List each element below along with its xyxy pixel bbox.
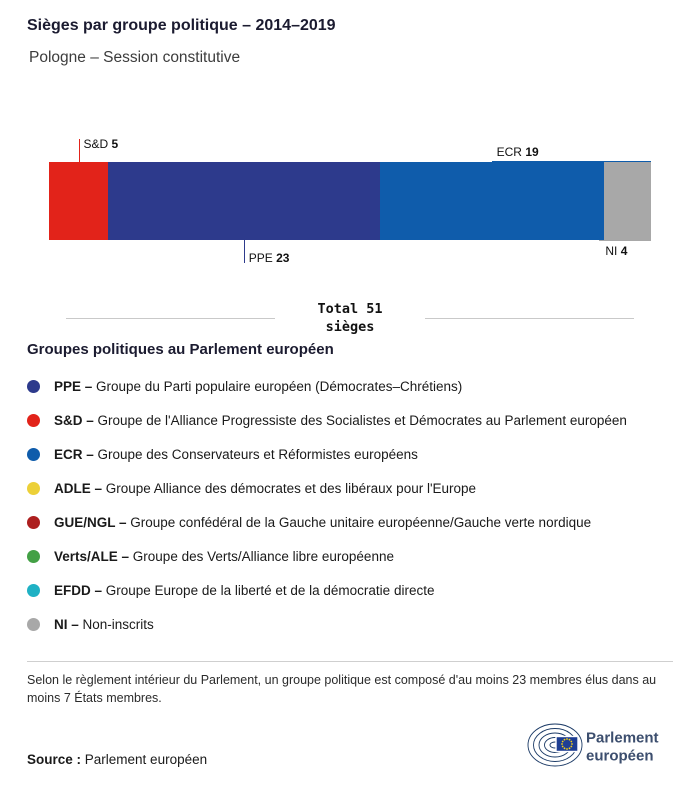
legend-color-dot	[27, 515, 40, 529]
legend-item-label: ADLE – Groupe Alliance des démocrates et…	[54, 480, 477, 496]
legend-color-dot	[27, 379, 40, 393]
page-subtitle: Pologne – Session constitutive	[29, 49, 241, 66]
bar-label-ni: NI 4	[605, 244, 628, 258]
logo-text-line2: européen	[586, 748, 654, 765]
legend-heading: Groupes politiques au Parlement européen	[27, 341, 334, 358]
leader-line-s-d	[78, 139, 80, 162]
bar-segment-s-d[interactable]	[49, 162, 109, 240]
legend-item-ppe: PPE – Groupe du Parti populaire européen…	[27, 369, 673, 403]
total-divider-right	[425, 317, 634, 319]
footnote: Selon le règlement intérieur du Parlemen…	[27, 673, 657, 705]
eu-flag-icon	[555, 735, 579, 753]
legend-color-dot	[27, 481, 40, 495]
legend-color-dot	[27, 583, 40, 597]
total-seats: Total 51 sièges	[0, 300, 700, 336]
legend-color-dot	[27, 447, 40, 461]
legend-list: PPE – Groupe du Parti populaire européen…	[27, 369, 673, 641]
bar-segment-ppe[interactable]	[108, 162, 380, 240]
eu-flag-stars-icon	[561, 738, 573, 750]
legend-item-label: Verts/ALE – Groupe des Verts/Alliance li…	[54, 548, 394, 564]
ep-logo-graphic: Parlement européen	[527, 723, 659, 767]
bar-label-ecr: ECR 19	[496, 145, 539, 159]
bar-label-ppe: PPE 23	[248, 251, 290, 265]
footnote-divider	[27, 661, 673, 662]
legend-color-dot	[27, 617, 40, 631]
page-title: Sièges par groupe politique – 2014–2019	[27, 17, 336, 34]
legend-color-dot	[27, 549, 40, 563]
seats-stacked-bar-chart: S&D 5 PPE 23 ECR 19 NI 4	[0, 0, 700, 300]
legend-item-s-d: S&D – Groupe de l'Alliance Progressiste …	[27, 403, 673, 437]
total-divider-left	[66, 317, 275, 319]
legend-item-label: S&D – Groupe de l'Alliance Progressiste …	[54, 412, 627, 428]
bar-segment-ni[interactable]	[603, 162, 651, 240]
legend-item-adle: ADLE – Groupe Alliance des démocrates et…	[27, 471, 673, 505]
source-value: Parlement européen	[84, 752, 208, 767]
legend-item-label: GUE/NGL – Groupe confédéral de la Gauche…	[54, 514, 592, 530]
bar-segment-ecr[interactable]	[379, 162, 604, 240]
legend-item-ni: NI – Non-inscrits	[27, 607, 673, 641]
legend-item-ecr: ECR – Groupe des Conservateurs et Réform…	[27, 437, 673, 471]
source-line: Source : Parlement européen	[27, 752, 207, 767]
legend-item-efdd: EFDD – Groupe Europe de la liberté et de…	[27, 573, 673, 607]
legend-item-label: EFDD – Groupe Europe de la liberté et de…	[54, 582, 435, 598]
bar-label-s-d: S&D 5	[83, 137, 119, 151]
legend-item-gue-ngl: GUE/NGL – Groupe confédéral de la Gauche…	[27, 505, 673, 539]
legend-item-label: PPE – Groupe du Parti populaire européen…	[54, 378, 463, 394]
legend-item-label: ECR – Groupe des Conservateurs et Réform…	[54, 446, 418, 462]
leader-line-ni	[599, 240, 651, 241]
total-seats-line2: sièges	[325, 319, 375, 335]
logo-text-line1: Parlement	[586, 730, 659, 747]
leader-line-ppe	[243, 240, 245, 263]
legend-color-dot	[27, 413, 40, 427]
ep-logo: Parlement européen	[526, 720, 676, 773]
legend-item-verts-ale: Verts/ALE – Groupe des Verts/Alliance li…	[27, 539, 673, 573]
total-seats-label: Total 51 sièges	[275, 300, 425, 336]
total-seats-line1: Total 51	[317, 301, 383, 317]
source-label: Source :	[27, 752, 82, 767]
leader-line-ecr	[491, 161, 651, 162]
legend-item-label: NI – Non-inscrits	[54, 616, 154, 632]
